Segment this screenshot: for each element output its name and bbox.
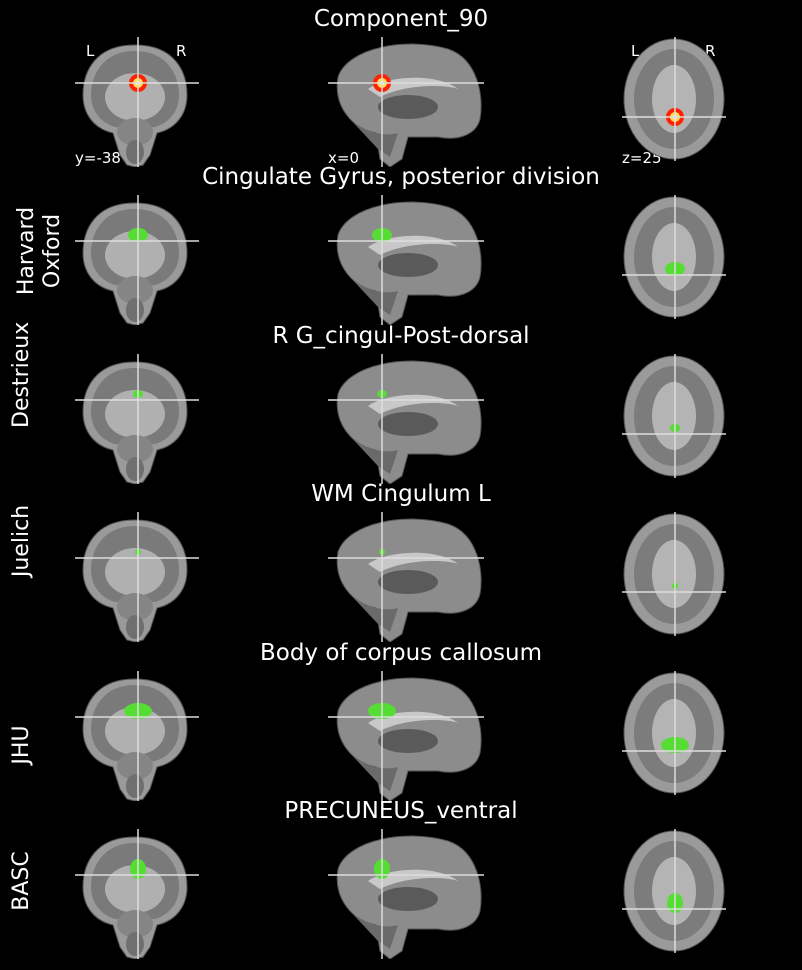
orient-left-coronal: L [86,42,95,60]
row-title-4: Body of corpus callosum [259,640,543,666]
slice-coronal-row-1 [75,195,199,325]
atlas-label-juelich: Juelich [9,504,34,578]
slice-coronal-row-0 [75,37,199,167]
slice-sagittal-row-5 [328,829,484,959]
slice-sagittal-row-3 [328,512,484,642]
slice-axial-row-5 [622,829,726,953]
slice-axial-row-4 [622,671,726,795]
slice-coronal-row-2 [75,354,199,484]
slice-axial-row-3 [622,512,726,636]
row-title-5: PRECUNEUS_ventral [284,798,518,824]
slice-axial-row-2 [622,354,726,478]
row-title-1: Cingulate Gyrus, posterior division [202,164,600,190]
atlas-label-basc: BASC [9,851,34,911]
slice-axial-row-0 [622,37,726,161]
coord-coronal: y=-38 [75,149,121,167]
slice-coronal-row-4 [75,671,199,801]
orient-left-axial: L [631,42,640,60]
row-title-0: Component_90 [313,6,489,32]
slice-sagittal-row-2 [328,354,484,484]
slice-coronal-row-3 [75,512,199,642]
orient-right-axial: R [705,42,716,60]
row-title-2: R G_cingul-Post-dorsal [272,323,530,349]
row-title-3: WM Cingulum L [311,481,491,507]
slice-axial-row-1 [622,195,726,319]
atlas-label-harvard-oxford: Harvard Oxford [14,206,65,296]
coord-sagittal: x=0 [328,149,359,167]
coord-axial: z=25 [622,149,662,167]
slice-sagittal-row-4 [328,671,484,801]
orient-right-coronal: R [176,42,187,60]
atlas-label-jhu: JHU [9,725,34,765]
slice-sagittal-row-0 [328,37,484,167]
atlas-label-destrieux: Destrieux [9,321,34,428]
slice-sagittal-row-1 [328,195,484,325]
slice-coronal-row-5 [75,829,199,959]
